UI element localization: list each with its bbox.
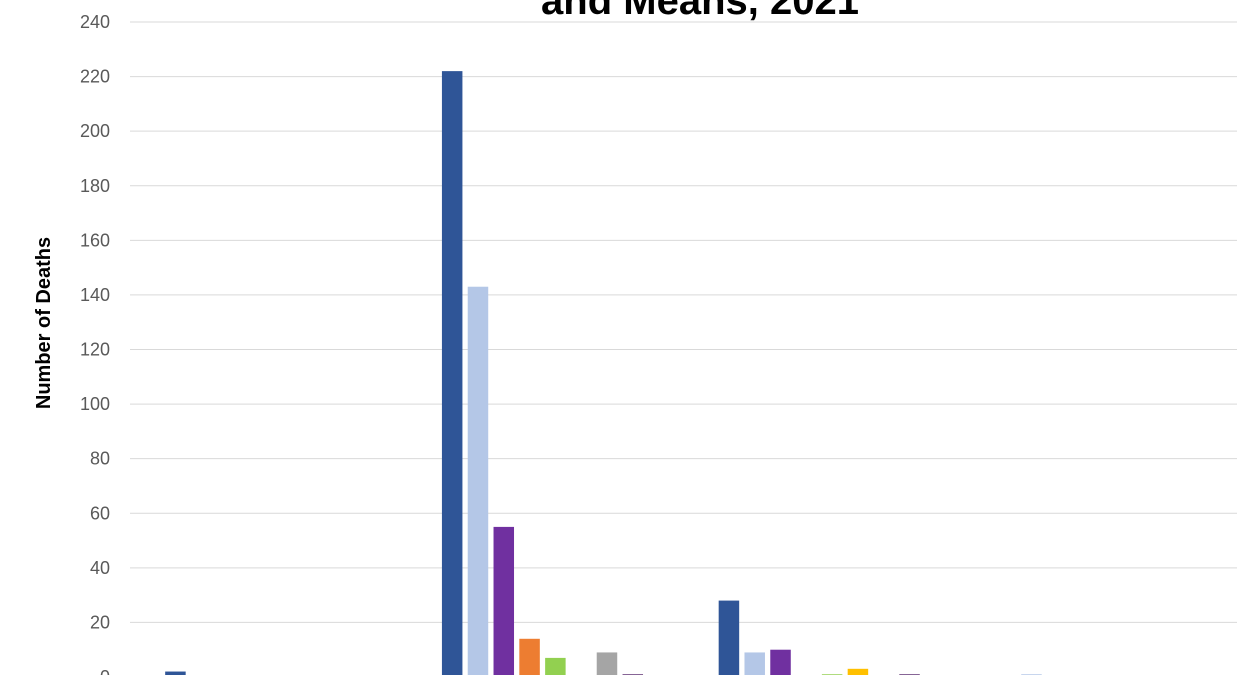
y-tick-label: 20 [90,612,110,632]
bar [165,671,186,675]
y-tick-label: 220 [80,67,110,87]
bars [165,71,1042,675]
bar [744,652,765,675]
bar [467,286,489,675]
bar [493,526,515,675]
y-tick-label: 0 [100,667,110,675]
bar [441,71,463,675]
y-axis-ticks: 0 20 40 60 80 100 120 140 160 180 200 220 240 [80,12,110,675]
bar [770,649,791,675]
chart-title: and Means, 2021 [541,0,859,23]
y-tick-label: 140 [80,285,110,305]
bar [718,600,740,675]
y-tick-label: 160 [80,230,110,250]
bar [519,638,540,675]
y-tick-label: 200 [80,121,110,141]
bar [847,668,869,675]
y-tick-label: 240 [80,12,110,32]
y-tick-label: 80 [90,449,110,469]
bar [545,657,566,675]
y-tick-label: 60 [90,503,110,523]
y-axis-label: Number of Deaths [33,237,55,409]
y-tick-label: 40 [90,558,110,578]
gridlines [130,21,1237,623]
y-tick-label: 180 [80,176,110,196]
bar [596,652,618,675]
y-tick-label: 120 [80,340,110,360]
y-tick-label: 100 [80,394,110,414]
